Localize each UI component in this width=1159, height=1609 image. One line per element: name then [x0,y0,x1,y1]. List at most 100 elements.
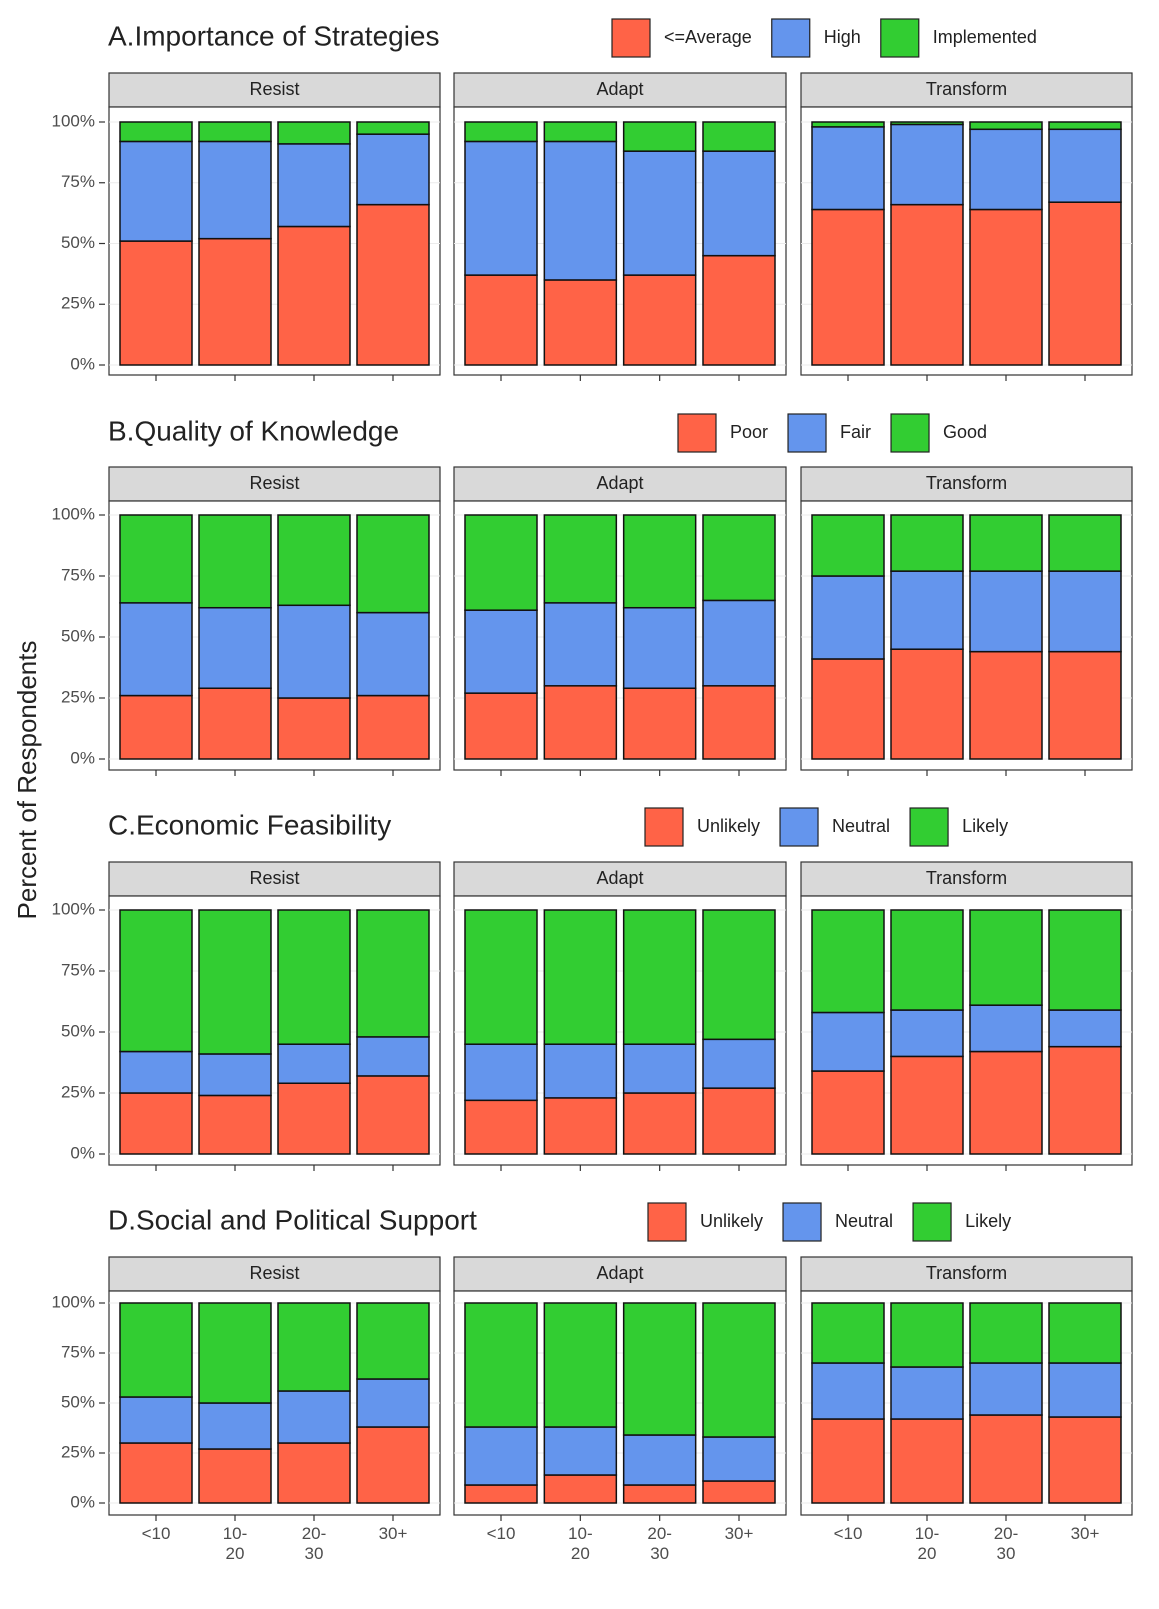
bar-segment [198,606,272,689]
bar-segment [543,1302,618,1428]
legend-label: Neutral [832,816,890,836]
bar-segment [1048,1362,1122,1418]
bar-segment [464,514,538,611]
bar-segment [543,685,618,760]
bar-segment [356,1036,430,1077]
bar-segment [1048,1009,1122,1048]
bar-segment [622,606,697,689]
bar-segment [622,514,697,609]
bar-segment [622,121,697,152]
bar-segment [622,1434,697,1486]
bar-segment [198,121,272,143]
x-tick-label: 10-20 [568,1524,593,1563]
facet-strip [800,1256,1133,1292]
y-tick-label: 75% [61,172,95,191]
bar-segment [969,650,1043,760]
bar-segment [119,1396,193,1444]
y-tick-label: 25% [61,1082,95,1101]
bar-segment [811,1011,885,1072]
bar-segment [1048,570,1122,653]
bar-segment [969,570,1043,653]
bar-segment [277,1390,351,1444]
bar-segment [198,1053,272,1097]
legend-label: Poor [730,422,768,442]
facet-label: Resist [249,1263,299,1283]
legend-label: Neutral [835,1211,893,1231]
legend-swatch [880,18,920,58]
bar-segment [464,1484,538,1504]
bar-segment [543,1043,618,1099]
legend-label: Likely [962,816,1008,836]
bar-segment [543,602,618,687]
facet-strip [108,861,441,897]
y-tick-label: 0% [70,354,95,373]
legend-swatch [782,1202,822,1242]
bar-segment [890,1055,964,1155]
y-tick-label: 100% [52,504,95,523]
facet-label: Transform [926,1263,1007,1283]
bar-segment [119,1050,193,1094]
bar-segment [119,121,193,143]
bar-segment [277,697,351,760]
bar-segment [811,126,885,211]
legend-label: Unlikely [697,816,760,836]
bar-segment [464,140,538,276]
bar-segment [1048,650,1122,760]
bar-segment [811,1302,885,1364]
bar-segment [622,1484,697,1504]
y-tick-label: 0% [70,748,95,767]
chart-title: B.Quality of Knowledge [108,415,399,446]
y-tick-label: 75% [61,1342,95,1361]
bar-segment [622,150,697,276]
x-tick-label: 30+ [725,1524,754,1543]
bar-segment [702,1302,776,1438]
bar-segment [969,1302,1043,1364]
y-tick-label: 50% [61,1392,95,1411]
bar-segment [543,1097,618,1155]
bar-segment [969,128,1043,211]
bar-segment [277,1082,351,1155]
bar-segment [119,514,193,604]
facet-strip [453,1256,787,1292]
bar-segment [702,514,776,602]
legend-label: Implemented [933,27,1037,47]
bar-segment [702,121,776,152]
bar-segment [356,1426,430,1504]
bar-segment [890,1418,964,1504]
bar-segment [198,909,272,1055]
bar-segment [198,140,272,240]
bar-segment [811,1070,885,1155]
facet-strip [800,466,1133,502]
bar-segment [543,140,618,281]
facet-label: Transform [926,868,1007,888]
bar-segment [464,1043,538,1102]
bar-segment [890,514,964,572]
facet-label: Adapt [596,868,643,888]
bar-segment [811,208,885,366]
bar-segment [543,1474,618,1504]
bar-segment [464,1099,538,1155]
bar-segment [356,514,430,614]
x-tick-label: 10-20 [915,1524,940,1563]
y-tick-label: 25% [61,687,95,706]
bar-segment [1048,1416,1122,1504]
chart-title: D.Social and Political Support [108,1204,477,1235]
bar-segment [198,237,272,366]
x-tick-label: 20-30 [302,1524,327,1563]
bar-segment [702,1087,776,1155]
bar-segment [811,1418,885,1504]
facet-strip [453,466,787,502]
bar-segment [356,133,430,206]
bar-segment [969,121,1043,131]
bar-segment [702,150,776,257]
bar-segment [1048,201,1122,366]
facet-label: Resist [249,473,299,493]
bar-segment [277,1043,351,1084]
facet-label: Resist [249,868,299,888]
bar-segment [1048,514,1122,572]
facet-strip [453,72,787,108]
chart-title: A.Importance of Strategies [108,20,440,51]
bar-segment [890,1009,964,1058]
bar-segment [622,1302,697,1436]
y-tick-label: 50% [61,626,95,645]
